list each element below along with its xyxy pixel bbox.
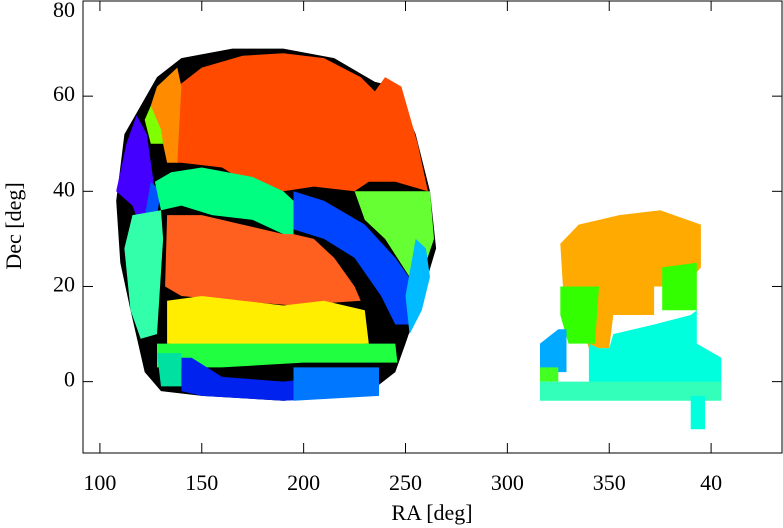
y-tick-label: 20 — [53, 272, 75, 297]
x-tick-label: 350 — [593, 470, 626, 495]
x-tick-label: 40 — [700, 470, 722, 495]
x-tick-label: 300 — [491, 470, 524, 495]
y-tick-label: 0 — [64, 367, 75, 392]
region — [167, 296, 369, 349]
region — [293, 191, 416, 325]
y-tick-label: 80 — [53, 0, 75, 22]
region — [124, 210, 164, 339]
region — [157, 343, 398, 368]
region — [165, 215, 361, 306]
region — [157, 353, 182, 387]
region — [588, 310, 722, 387]
region — [540, 329, 567, 373]
region — [116, 115, 155, 239]
plot-frame — [82, 0, 783, 454]
region — [175, 53, 428, 192]
x-tick-label: 100 — [83, 470, 116, 495]
region — [150, 67, 182, 163]
x-axis-label: RA [deg] — [391, 500, 472, 525]
region — [293, 367, 379, 401]
region — [690, 395, 705, 430]
region — [540, 367, 559, 382]
region — [144, 105, 164, 144]
x-tick-label: 200 — [287, 470, 320, 495]
region — [662, 262, 697, 311]
x-tick-label: 150 — [185, 470, 218, 495]
region — [405, 238, 430, 335]
y-tick-label: 40 — [53, 176, 75, 201]
region — [540, 381, 722, 401]
region — [154, 167, 294, 239]
x-tick-label: 250 — [389, 470, 422, 495]
y-tick-label: 60 — [53, 81, 75, 106]
y-axis-label: Dec [deg] — [1, 182, 26, 269]
region — [560, 286, 599, 344]
